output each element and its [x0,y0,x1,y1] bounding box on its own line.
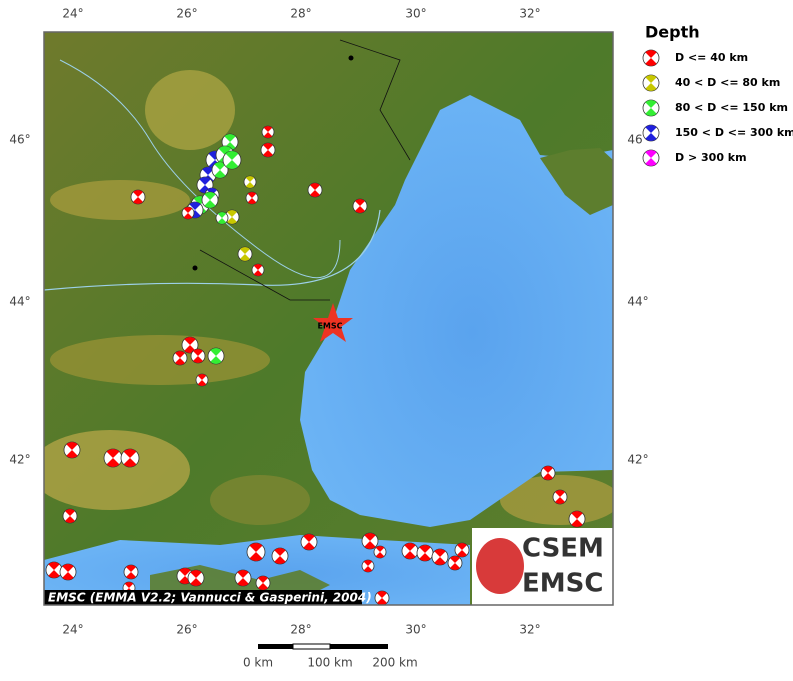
beachball-quadrant [258,576,268,590]
beachball-quadrant [543,466,553,480]
beachball-quadrant [175,351,185,365]
beachball-quadrant [450,556,460,570]
beachball-quadrant [48,562,60,578]
beachball-quadrant [66,442,78,458]
lat-label: 44° [627,295,648,309]
beachball-quadrant [179,568,191,584]
beachball-quadrant [225,151,239,169]
beachball-quadrant [419,545,431,561]
beachball-quadrant [184,337,196,353]
beachball-quadrant [263,143,273,157]
beachball-quadrant [217,212,227,224]
lat-label: 42° [627,453,648,467]
beachball-quadrant [249,543,263,561]
scale-label: 200 km [372,656,417,670]
star-label: EMSC [317,322,342,331]
map-frame [43,31,614,606]
beachball [642,149,660,167]
beachball-quadrant [363,560,373,572]
beachball-quadrant [210,348,222,364]
beachball-quadrant [434,549,446,565]
beachball-quadrant [303,534,315,550]
lon-label: 24° [62,7,83,21]
lat-label: 42° [9,453,30,467]
legend-label: 80 < D <= 150 km [675,101,788,114]
scale-bar [258,643,388,650]
map-area: EMSC EMSC (EMMA V2.2; Vannucci & Gasperi… [44,32,613,605]
lon-label: 28° [290,623,311,637]
beachball-quadrant [197,374,207,386]
beachball-quadrant [555,490,565,504]
beachball-quadrant [62,564,74,580]
beachball [447,555,463,571]
lon-label: 30° [405,7,426,21]
beachball-quadrant [645,150,657,166]
beachball [123,564,139,580]
credit: EMSC (EMMA V2.2; Vannucci & Gasperini, 2… [48,591,372,605]
beachball-quadrant [183,207,193,219]
legend-label: D <= 40 km [675,51,748,64]
beachball [642,49,660,67]
beachball [642,99,660,117]
beachball [454,542,470,558]
beachball-quadrant [253,264,263,276]
emsc-star [313,303,353,342]
lon-label: 28° [290,7,311,21]
lon-label: 32° [519,7,540,21]
beachball-quadrant [571,511,583,527]
beachball-quadrant [240,247,250,261]
lon-label: 30° [405,623,426,637]
legend-label: D > 300 km [675,151,747,164]
beachball-quadrant [375,546,385,558]
beachball-quadrant [123,449,137,467]
lon-label: 26° [176,623,197,637]
beachball-quadrant [65,509,75,523]
logo-top: CSEM [522,534,604,564]
beachball-quadrant [364,533,376,549]
lon-label: 32° [519,623,540,637]
logo-bottom: EMSC [522,569,603,599]
beachball-quadrant [645,125,657,141]
legend-title: Depth [645,23,700,42]
beachball [195,373,209,387]
scale-label: 100 km [307,656,352,670]
beachball-quadrant [404,543,416,559]
beachball-quadrant [227,210,237,224]
beachball-quadrant [645,100,657,116]
beachball-quadrant [457,543,467,557]
lon-label: 24° [62,623,83,637]
legend-label: 150 < D <= 300 km [675,126,793,139]
beachball-quadrant [133,190,143,204]
beachball [63,441,81,459]
beachball [642,74,660,92]
beachball-quadrant [645,50,657,66]
beachball-quadrant [237,570,249,586]
beachball [642,124,660,142]
beachball-quadrant [645,75,657,91]
beachball-quadrant [204,192,216,208]
lat-label: 44° [9,295,30,309]
lon-label: 26° [176,7,197,21]
beachball-quadrant [310,183,320,197]
beachball-quadrant [126,565,136,579]
beachball-quadrant [245,176,255,188]
beachball-quadrant [190,570,202,586]
beachball-quadrant [214,162,226,178]
legend-label: 40 < D <= 80 km [675,76,780,89]
scale-label: 0 km [243,656,273,670]
lat-label: 46° [9,133,30,147]
beachball-quadrant [377,591,387,605]
beachball-quadrant [355,199,365,213]
beachball-quadrant [106,449,120,467]
beachball-quadrant [193,349,203,363]
beachball-quadrant [274,548,286,564]
beachball-quadrant [247,192,257,204]
beachball-quadrant [263,126,273,138]
